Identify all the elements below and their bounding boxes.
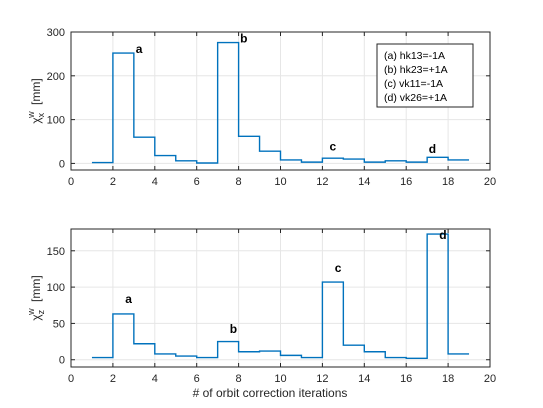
annotation-label: b [240, 32, 247, 46]
y-tick-label: 0 [59, 355, 65, 367]
x-tick-label: 12 [316, 176, 328, 188]
x-tick-label: 0 [68, 373, 74, 385]
legend-entry: (b) hk23=+1A [384, 64, 448, 76]
x-tick-label: 18 [442, 373, 454, 385]
x-tick-label: 2 [110, 176, 116, 188]
annotation-label: a [125, 292, 132, 306]
y-tick-label: 200 [47, 71, 65, 83]
annotation-label: d [429, 142, 436, 156]
y-tick-label: 300 [47, 27, 65, 39]
x-tick-label: 18 [442, 176, 454, 188]
y-tick-label: 50 [53, 318, 65, 330]
x-tick-label: 0 [68, 176, 74, 188]
x-tick-label: 10 [274, 373, 286, 385]
annotation-label: a [136, 42, 143, 56]
y-tick-label: 100 [47, 282, 65, 294]
x-axis-label: # of orbit correction iterations [193, 386, 348, 400]
x-tick-label: 4 [152, 176, 158, 188]
legend-entry: (a) hk13=-1A [384, 50, 445, 62]
y-tick-label: 0 [59, 158, 65, 170]
y-tick-label: 150 [47, 246, 65, 258]
x-tick-label: 20 [484, 176, 496, 188]
x-tick-label: 4 [152, 373, 158, 385]
x-tick-label: 20 [484, 373, 496, 385]
x-tick-label: 2 [110, 373, 116, 385]
x-tick-label: 14 [358, 176, 370, 188]
chart-panel-chi-z: 0 2 4 6 8 10 12 14 16 18 20 0 50 100 150 a b c d χzw [mm] [26, 228, 496, 385]
x-tick-label: 6 [194, 373, 200, 385]
annotation-label: b [230, 322, 237, 336]
x-tick-label: 8 [236, 176, 242, 188]
annotation-label: c [335, 261, 342, 275]
y-tick-label: 100 [47, 115, 65, 127]
y-axis-label: χzw [mm] [26, 275, 46, 320]
legend-entry: (d) vk26=+1A [384, 92, 447, 104]
series-line [91, 233, 470, 359]
y-axis-label: χxw [mm] [26, 78, 46, 123]
annotation-label: d [439, 228, 446, 242]
x-tick-label: 6 [194, 176, 200, 188]
legend-box [376, 43, 474, 108]
x-tick-label: 16 [400, 373, 412, 385]
series-line [91, 41, 470, 164]
x-tick-label: 10 [274, 176, 286, 188]
x-tick-label: 12 [316, 373, 328, 385]
x-tick-label: 14 [358, 373, 370, 385]
legend-entry: (c) vk11=-1A [384, 78, 443, 90]
x-tick-label: 16 [400, 176, 412, 188]
annotation-label: c [330, 139, 337, 153]
x-tick-label: 8 [236, 373, 242, 385]
